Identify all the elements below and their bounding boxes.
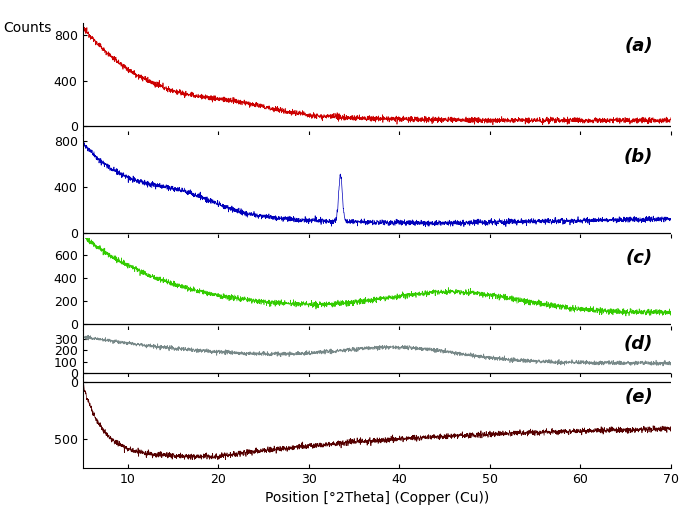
Text: (c): (c) bbox=[626, 249, 653, 267]
Text: (d): (d) bbox=[624, 335, 653, 353]
Text: (e): (e) bbox=[625, 387, 653, 406]
Text: (a): (a) bbox=[625, 37, 653, 55]
Text: (b): (b) bbox=[624, 148, 653, 166]
X-axis label: Position [°2Theta] (Copper (Cu)): Position [°2Theta] (Copper (Cu)) bbox=[265, 491, 488, 505]
Text: Counts: Counts bbox=[3, 21, 52, 35]
